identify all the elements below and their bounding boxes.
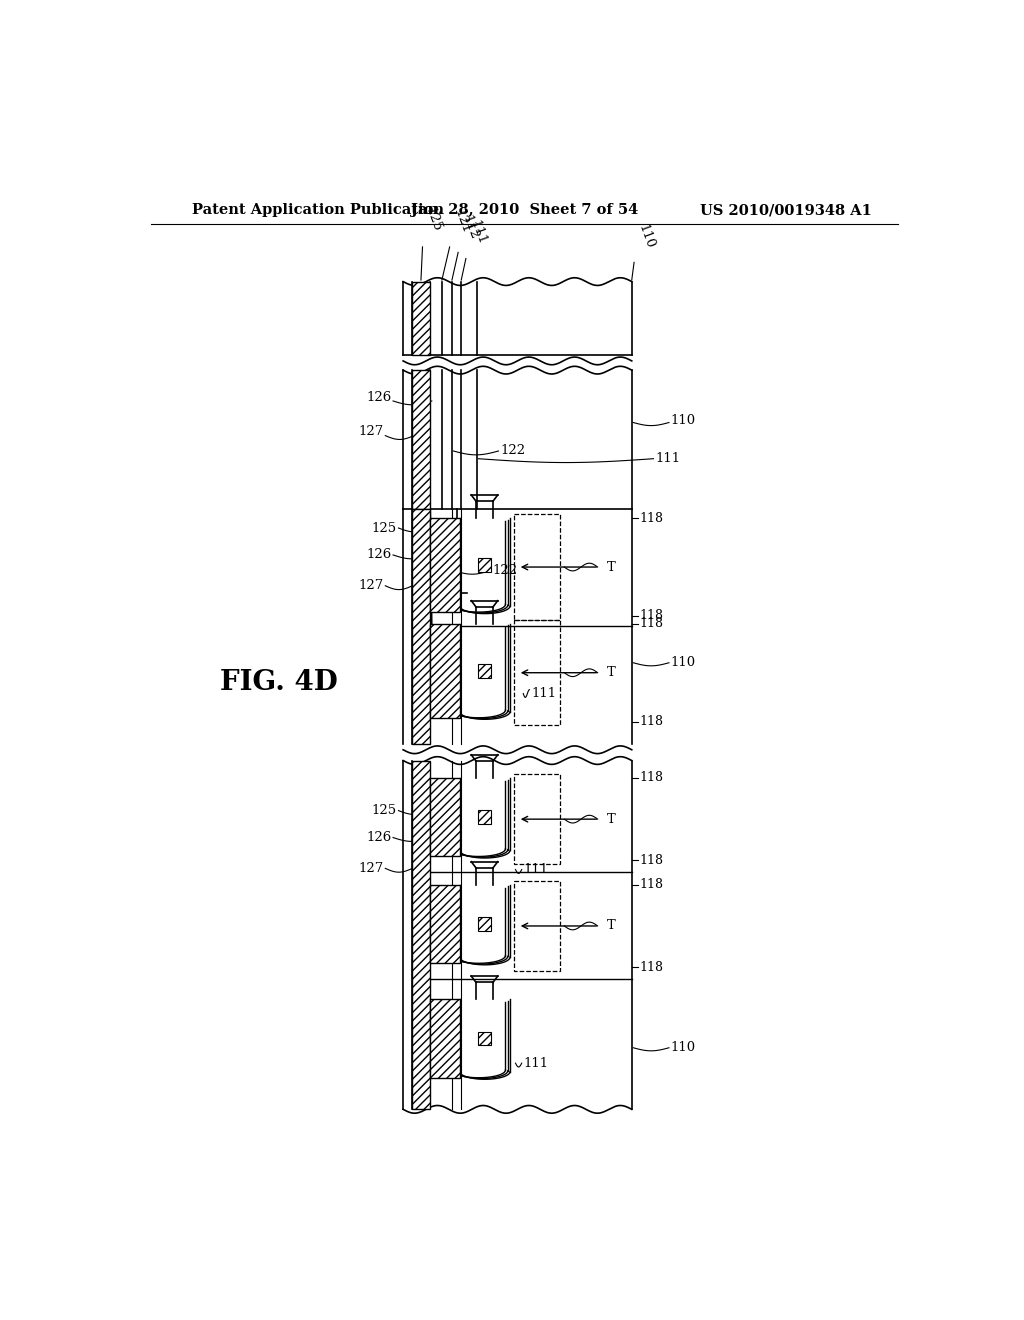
Text: T: T	[607, 920, 615, 932]
Text: 118: 118	[640, 610, 664, 623]
Bar	[477, 1031, 492, 1045]
Text: 111: 111	[531, 686, 556, 700]
Text: Patent Application Publication: Patent Application Publication	[191, 203, 443, 216]
Text: Jan. 28, 2010  Sheet 7 of 54: Jan. 28, 2010 Sheet 7 of 54	[412, 203, 638, 216]
Text: FIG. 4D: FIG. 4D	[220, 668, 338, 696]
Text: 126: 126	[367, 548, 391, 561]
Text: 118: 118	[640, 878, 664, 891]
Text: 125: 125	[372, 804, 397, 817]
Bar	[430, 624, 460, 718]
Text: 110: 110	[636, 223, 656, 251]
Bar	[514, 880, 560, 972]
Text: 118: 118	[640, 854, 664, 867]
Bar	[430, 999, 460, 1077]
Text: 111: 111	[523, 863, 549, 876]
Text: 126: 126	[367, 391, 391, 404]
Text: 122: 122	[493, 564, 517, 577]
Text: 110: 110	[671, 656, 695, 669]
Bar	[514, 620, 560, 726]
Bar	[514, 515, 560, 620]
Bar	[430, 519, 460, 612]
Text: T: T	[607, 561, 615, 573]
Text: T: T	[607, 813, 615, 825]
Bar	[430, 777, 460, 857]
Bar	[514, 774, 560, 865]
Bar	[413, 281, 430, 355]
Text: 110: 110	[671, 413, 695, 426]
Text: 121: 121	[452, 207, 472, 235]
Text: 125: 125	[372, 521, 397, 535]
Text: 125: 125	[423, 206, 443, 234]
Bar	[477, 558, 492, 572]
Bar	[413, 508, 430, 743]
Text: 118: 118	[640, 512, 664, 524]
Bar	[477, 810, 492, 824]
Bar	[477, 664, 492, 677]
Text: 126: 126	[367, 832, 391, 843]
Text: 112: 112	[460, 214, 480, 242]
Text: 122: 122	[500, 445, 525, 458]
Text: 111: 111	[467, 219, 488, 247]
Bar	[413, 760, 430, 1109]
Text: 124: 124	[432, 917, 455, 931]
Bar	[413, 370, 430, 508]
Text: US 2010/0019348 A1: US 2010/0019348 A1	[700, 203, 872, 216]
Text: 111: 111	[523, 1056, 549, 1069]
Text: 127: 127	[358, 425, 384, 438]
Bar	[477, 917, 492, 931]
Text: 118: 118	[640, 771, 664, 784]
Text: 124: 124	[432, 810, 455, 824]
Text: 118: 118	[640, 715, 664, 729]
Text: 124: 124	[432, 664, 455, 677]
Text: T: T	[607, 667, 615, 680]
Text: 124: 124	[432, 558, 455, 572]
Text: 124: 124	[432, 1032, 455, 1045]
Bar	[430, 884, 460, 964]
Text: 111: 111	[655, 453, 680, 465]
Text: 110: 110	[671, 1041, 695, 1055]
Text: 118: 118	[640, 618, 664, 631]
Text: 118: 118	[640, 961, 664, 974]
Text: 127: 127	[358, 862, 384, 875]
Text: 127: 127	[358, 579, 384, 593]
